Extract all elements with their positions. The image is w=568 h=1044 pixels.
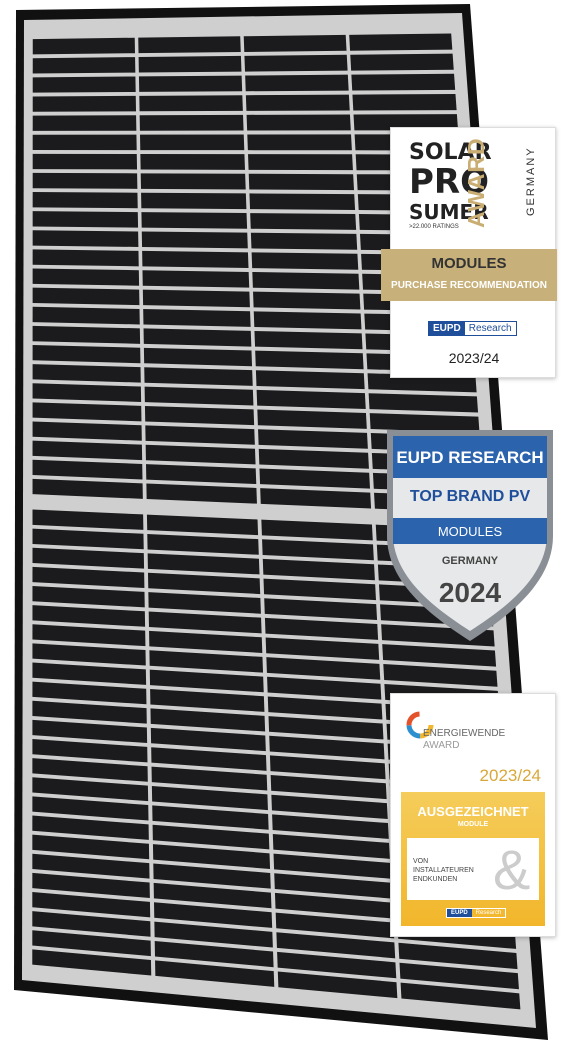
badge-text: ENERGIEWENDE [423,728,505,739]
solar-cell [249,174,354,190]
solar-cell [33,211,138,227]
badge-text: >22.000 RATINGS [409,224,459,230]
solar-cell [33,307,140,325]
badge-ampersand: & [493,840,530,900]
solar-cell [33,96,136,112]
logo-text: Research [472,909,506,917]
solar-cell [33,230,139,247]
solar-cell [33,326,141,344]
shield-text: GERMANY [442,555,499,567]
solar-cell [252,252,359,269]
solar-cell [33,135,137,150]
solar-cell [142,270,249,287]
solar-cell [138,36,241,53]
badge-text: MODULES [381,255,557,272]
badge-top: ENERGIEWENDE AWARD 2023/24 [401,704,545,792]
solar-cell [247,114,351,130]
solar-cell [33,345,141,363]
solar-cell [251,233,357,250]
solar-cell [249,193,355,210]
badge-body: ENERGIEWENDE AWARD 2023/24 AUSGEZEICHNET… [401,704,545,926]
solar-cell [352,94,456,111]
solar-cell [254,331,362,349]
solar-cell [254,311,362,329]
badge-text: GERMANY [525,146,537,216]
badge-ribbon: MODULES PURCHASE RECOMMENDATION [381,249,557,301]
badge-text: AWARD [463,137,490,228]
solar-cell [141,212,247,229]
solar-cell [144,367,252,386]
solar-cell [139,95,243,111]
solar-cell [140,154,245,170]
solar-cell [33,76,136,92]
shield-text: EUPD RESEARCH [396,448,543,467]
solar-cell [140,115,244,131]
shield-text: MODULES [438,524,503,539]
shield-badge: EUPD RESEARCH TOP BRAND PV MODULES GERMA… [381,426,561,646]
solar-cell [256,370,365,389]
solar-cell [350,54,453,71]
logo-text: EUPD [429,322,465,335]
badge-text: INSTALLATEUREN [413,867,474,874]
solar-cell [142,232,248,249]
shield-text: 2024 [439,577,502,608]
solar-cell [244,55,347,72]
eupd-logo: EUPD Research [428,321,517,336]
solar-cell [33,364,141,382]
badge-text: MODULE [401,821,545,828]
solar-cell [253,292,360,310]
page-body: SOLAR PRO SUMER AWARD GERMANY >22.000 RA… [0,0,568,1044]
prosumer-badge: SOLAR PRO SUMER AWARD GERMANY >22.000 RA… [390,127,556,378]
solar-cell [33,269,139,286]
solar-cell [248,154,353,170]
badge-text: PURCHASE RECOMMENDATION [381,280,557,291]
solar-cell [246,95,350,111]
solar-cell [255,351,363,370]
solar-cell [142,251,248,268]
solar-cell [351,74,455,91]
solar-cell [139,56,242,73]
badge-text: VON [413,858,428,865]
shield-text: TOP BRAND PV [410,488,531,505]
solar-cell [33,192,138,208]
badge-text: ENDKUNDEN [413,876,457,883]
solar-cell [141,193,246,209]
solar-cell [139,76,242,92]
solar-cell [247,134,352,150]
solar-cell [33,154,137,170]
energiewende-badge: ENERGIEWENDE AWARD 2023/24 AUSGEZEICHNET… [390,693,556,937]
badge-box: & VON INSTALLATEUREN ENDKUNDEN [407,838,539,900]
solar-cell [349,33,452,50]
solar-cell [33,288,140,305]
solar-cell [33,57,136,73]
solar-cell [144,328,252,346]
solar-cell [140,134,244,150]
solar-cell [250,213,356,230]
solar-cell [244,35,347,52]
solar-cell [143,309,250,327]
solar-cell [33,38,135,55]
eupd-logo: EUPD Research [446,908,506,918]
solar-cell [252,272,359,290]
badge-text: AWARD [423,740,459,751]
logo-text: Research [465,322,516,335]
page: Solar module with awards {"prosumer_badg… [0,0,568,1044]
solar-cell [33,173,138,189]
badge-text: AUSGEZEICHNET [401,804,545,819]
badge-year: 2023/24 [391,350,557,366]
solar-cell [141,173,246,189]
solar-cell [143,290,250,308]
badge-year: 2023/24 [480,766,541,786]
solar-cell [144,348,252,366]
solar-cell [33,115,137,131]
solar-cell [245,75,349,92]
solar-cell [33,249,139,266]
logo-text: EUPD [447,909,472,917]
